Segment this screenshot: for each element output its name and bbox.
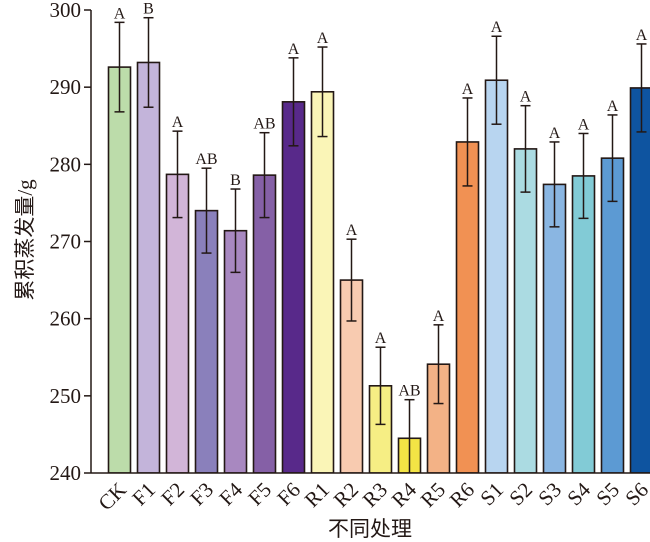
x-tick-label-F3: F3 [185,478,218,511]
bar-S6 [629,87,650,473]
error-bar-F5 [259,131,270,219]
significance-label-S4: A [578,116,590,133]
x-tick-label-S4: S4 [562,477,595,510]
significance-label-S6: A [636,27,648,44]
error-bar-S2 [520,104,531,193]
x-tick-label-F1: F1 [127,478,160,511]
error-bar-S1 [491,35,502,125]
x-tick-label-F2: F2 [156,478,189,511]
x-tick-label-S6: S6 [620,478,650,511]
y-tick-label-240: 240 [50,461,82,485]
error-bar-R2 [346,238,357,322]
significance-label-R6: A [462,81,474,98]
significance-label-F5: AB [253,116,275,133]
bar-R1 [310,90,335,473]
x-tick-label-S1: S1 [475,478,508,511]
bar-F1 [136,61,161,473]
bar-F6 [281,101,306,473]
error-bar-F3 [201,167,212,254]
significance-label-R5: A [433,308,445,325]
bar-F2 [165,173,190,473]
significance-label-R2: A [346,222,358,239]
error-bar-R1 [317,46,328,138]
x-tick-label-F5: F5 [243,478,276,511]
y-tick-label-270: 270 [50,230,82,254]
y-tick-label-280: 280 [50,152,82,176]
error-bar-S4 [578,132,589,220]
error-bar-R5 [433,324,444,405]
bar-R6 [455,141,480,473]
x-tick-label-S3: S3 [533,478,566,511]
error-bar-F4 [230,188,241,274]
significance-label-S3: A [549,125,561,142]
error-bar-R6 [462,97,473,187]
error-bar-CK [114,21,125,113]
significance-label-S2: A [520,89,532,106]
x-tick-label-CK: CK [93,478,131,516]
x-axis-label: 不同处理 [328,517,412,541]
x-tick-label-R6: R6 [445,478,479,512]
error-bar-F6 [288,57,299,147]
bar-S2 [513,148,538,473]
bar-S1 [484,79,509,473]
x-tick-label-F4: F4 [214,477,247,510]
bar-S4 [571,175,596,473]
significance-label-R3: A [375,330,387,347]
error-bar-R3 [375,346,386,426]
x-tick-label-S2: S2 [504,478,537,511]
y-tick-label-290: 290 [50,75,82,99]
error-bar-S5 [607,114,618,203]
error-bar-R4 [404,398,415,473]
significance-label-F1: B [143,1,154,18]
error-bar-S3 [549,141,560,228]
significance-label-S1: A [491,19,503,36]
significance-label-F3: AB [195,151,217,168]
bar-S5 [600,157,625,473]
significance-label-R4: AB [398,383,420,400]
error-bar-F2 [172,130,183,219]
y-tick-label-260: 260 [50,307,82,331]
x-tick-label-S5: S5 [591,478,624,511]
error-bar-F1 [143,16,154,108]
significance-label-F2: A [172,114,184,131]
bar-F5 [252,174,277,473]
significance-label-F4: B [230,172,241,189]
significance-label-F6: A [288,41,300,58]
y-tick-label-250: 250 [50,384,82,408]
bar-CK [107,66,132,473]
bar-S3 [542,183,567,473]
significance-label-S5: A [607,98,619,115]
significance-label-R1: A [317,30,329,47]
significance-label-CK: A [114,5,126,22]
y-tick-label-300: 300 [50,0,82,22]
y-axis-label: 累积蒸发量/g [13,179,37,301]
error-bar-S6 [636,43,647,133]
